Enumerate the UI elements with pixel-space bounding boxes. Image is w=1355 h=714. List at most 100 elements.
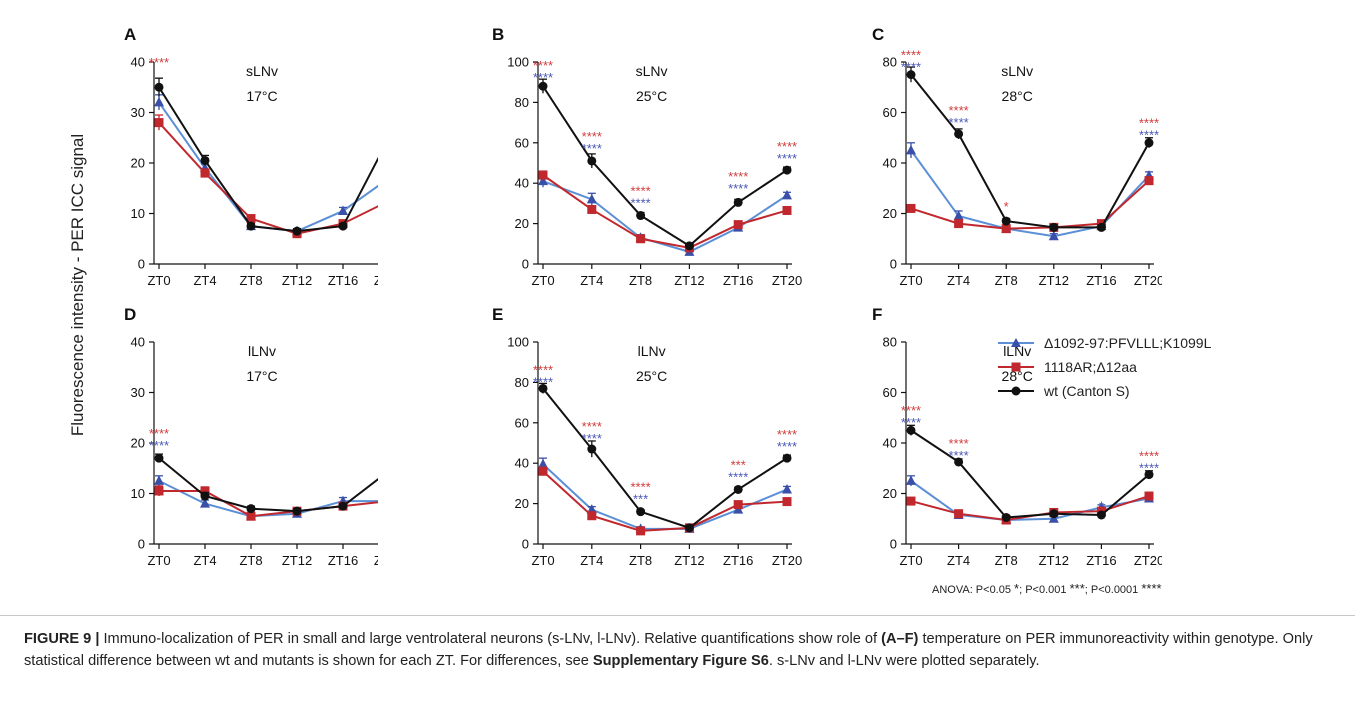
significance-stars: ****	[149, 438, 169, 453]
x-tick-label: ZT8	[239, 553, 262, 568]
caption-text-3: . s-LNv and l-LNv were plotted separatel…	[768, 653, 1040, 669]
significance-stars: ****	[582, 419, 602, 434]
y-tick-label: 100	[507, 55, 529, 70]
data-point	[1144, 491, 1154, 501]
y-tick-label: 30	[131, 385, 145, 400]
x-tick-label: ZT16	[1086, 273, 1116, 288]
significance-stars: ****	[630, 183, 650, 198]
series-line	[542, 180, 788, 253]
caption-text-2: temperature on PER immunoreactivity with…	[24, 631, 1313, 669]
data-point	[906, 475, 916, 485]
x-tick-label: ZT12	[1039, 553, 1069, 568]
significance-stars: ****	[533, 58, 553, 73]
y-tick-label: 40	[883, 156, 897, 171]
x-tick-label: ZT12	[674, 553, 704, 568]
series-line	[542, 174, 788, 249]
data-point	[246, 504, 256, 514]
panel-letter: A	[124, 25, 136, 44]
caption-bold-panels: (A–F)	[881, 631, 919, 647]
significance-stars: ****	[582, 141, 602, 156]
x-tick-label: ZT0	[899, 553, 922, 568]
y-tick-label: 20	[515, 496, 529, 511]
x-tick-label: ZT16	[723, 553, 753, 568]
legend-item: 1118AR;Δ12aa	[996, 355, 1211, 379]
data-point	[200, 491, 210, 501]
data-point	[684, 523, 694, 533]
data-point	[587, 204, 597, 214]
data-point	[200, 498, 210, 508]
x-tick-label: ZT0	[147, 273, 170, 288]
y-axis-label: Fluorescence intensity - PER ICC signal	[68, 133, 87, 437]
y-tick-label: 20	[883, 486, 897, 501]
caption-figure-label: FIGURE 9 |	[24, 631, 100, 647]
caption-divider	[0, 615, 1355, 616]
legend-label: Δ1092-97:PFVLLL;K1099L	[1044, 335, 1212, 351]
y-tick-label: 0	[138, 257, 145, 272]
significance-stars: ****	[1139, 449, 1159, 464]
data-point	[1048, 230, 1059, 241]
figure-caption: FIGURE 9 | Immuno-localization of PER in…	[24, 628, 1324, 672]
data-point	[200, 486, 210, 496]
significance-stars: *	[1004, 199, 1009, 214]
chart-subtitle: 25°C	[636, 368, 667, 384]
x-tick-label: ZT8	[995, 273, 1018, 288]
series-group	[538, 466, 792, 536]
y-tick-label: 10	[131, 486, 145, 501]
y-tick-label: 30	[131, 105, 145, 120]
data-point	[1001, 512, 1011, 522]
panel-letter: D	[124, 305, 136, 324]
data-point	[1001, 216, 1011, 226]
chart-panel-f: F 0 20 40 60 80 ZT0 ZT4 ZT8 ZT12 ZT16 ZT20 lLNv 28°C *…	[872, 305, 1162, 568]
x-tick-label: ZT0	[531, 273, 554, 288]
data-point	[246, 511, 256, 521]
x-tick-label: ZT20	[374, 553, 378, 568]
significance-stars: ****	[901, 47, 921, 62]
chart-title: sLNv	[1001, 63, 1033, 79]
chart-title: lLNv	[1003, 343, 1031, 359]
x-tick-label: ZT16	[328, 273, 358, 288]
data-point	[154, 82, 164, 92]
square-icon	[998, 362, 1034, 372]
data-point	[782, 165, 792, 175]
data-point	[954, 457, 964, 467]
series-line	[542, 387, 788, 529]
data-point	[246, 221, 256, 231]
data-point	[538, 170, 548, 180]
anova-mid-1: ; P<0.001	[1019, 584, 1067, 596]
data-point	[906, 144, 916, 155]
panel-letter: C	[872, 25, 884, 44]
significance-stars: ****	[1139, 116, 1159, 131]
data-point	[733, 500, 743, 510]
data-point	[292, 506, 302, 516]
x-tick-label: ZT8	[629, 553, 652, 568]
series-line	[542, 85, 788, 248]
series-line	[542, 470, 788, 532]
data-point	[1049, 509, 1059, 519]
significance-stars: ****	[777, 139, 797, 154]
significance-stars: ****	[533, 374, 553, 389]
panel-letter: E	[492, 305, 503, 324]
data-point	[338, 501, 348, 511]
data-point	[538, 81, 548, 91]
series-group	[538, 382, 792, 533]
data-point	[154, 475, 164, 485]
caption-bold-supplement: Supplementary Figure S6	[592, 653, 769, 669]
series-group	[906, 142, 1154, 241]
data-point	[1096, 222, 1106, 232]
series-line	[910, 73, 1150, 229]
data-point	[200, 155, 210, 165]
y-tick-label: 0	[138, 537, 145, 552]
chart-panel-e: E 0 20 40 60 80 100 ZT0 ZT4 ZT8 ZT12 ZT16 ZT20 lLNv 25…	[492, 305, 802, 568]
x-tick-label: ZT4	[580, 273, 603, 288]
legend-item: wt (Canton S)	[996, 379, 1211, 403]
x-tick-label: ZT16	[328, 553, 358, 568]
data-point	[538, 383, 548, 393]
x-tick-label: ZT16	[723, 273, 753, 288]
significance-stars: ****	[533, 362, 553, 377]
series-line	[910, 480, 1150, 522]
chart-title: sLNv	[636, 63, 668, 79]
chart-legend: Δ1092-97:PFVLLL;K1099L 1118AR;Δ12aa wt (…	[996, 331, 1211, 403]
data-point	[782, 189, 792, 200]
data-point	[782, 483, 792, 494]
data-point	[587, 156, 597, 166]
